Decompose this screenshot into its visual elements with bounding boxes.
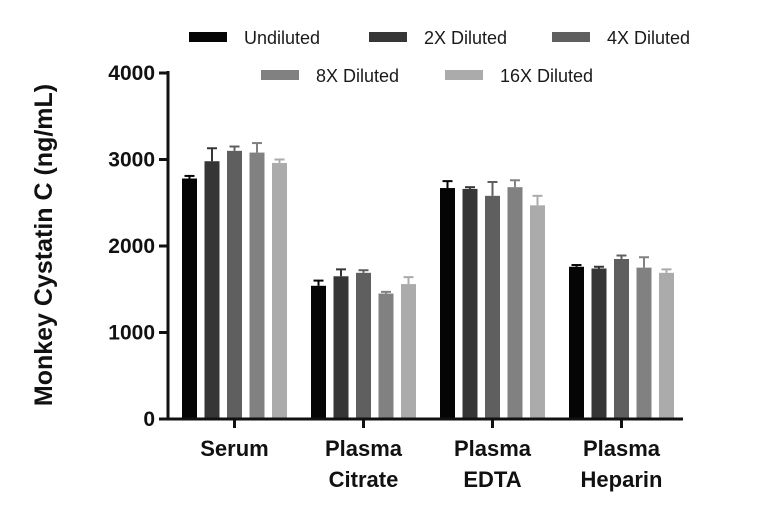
- bar: [636, 267, 652, 419]
- legend-item: 4X Diluted: [552, 28, 690, 48]
- y-tick-label: 0: [143, 408, 155, 431]
- legend-label: 8X Diluted: [316, 66, 399, 86]
- category-label: Citrate: [329, 467, 399, 492]
- y-tick-label: 3000: [108, 149, 155, 172]
- legend-label: Undiluted: [244, 28, 320, 48]
- x-category-labels: Serum Plasma Citrate Plasma EDTA Plasma Hepari…: [200, 419, 662, 492]
- y-tick-label: 2000: [108, 235, 155, 258]
- bar: [249, 152, 265, 419]
- category-label: Plasma: [454, 436, 532, 461]
- bar: [227, 150, 242, 419]
- category-label: Plasma: [325, 436, 403, 461]
- bar: [356, 272, 371, 419]
- bar: [530, 205, 545, 419]
- legend-item: Undiluted: [189, 28, 320, 48]
- legend-item: 2X Diluted: [369, 28, 507, 48]
- legend-swatch: [445, 70, 483, 80]
- legend-label: 16X Diluted: [500, 66, 593, 86]
- bar: [569, 266, 584, 419]
- bar: [333, 276, 349, 419]
- bar: [311, 285, 326, 419]
- bar: [507, 187, 523, 419]
- bar: [272, 162, 287, 419]
- bar: [591, 268, 607, 419]
- category-label: EDTA: [463, 467, 521, 492]
- bar: [485, 195, 500, 419]
- category-label: Plasma: [583, 436, 661, 461]
- bars: [182, 142, 674, 420]
- bar: [204, 161, 220, 420]
- bar: [378, 293, 394, 419]
- y-axis-label: Monkey Cystatin C (ng/mL): [30, 84, 58, 406]
- bar: [614, 258, 629, 419]
- category-label: Heparin: [581, 467, 663, 492]
- bar: [182, 178, 197, 419]
- y-ticks: 0 1000 2000 3000 4000: [108, 62, 168, 431]
- legend-label: 2X Diluted: [424, 28, 507, 48]
- bar: [659, 272, 674, 419]
- category-label: Serum: [200, 436, 268, 461]
- legend-swatch: [261, 70, 299, 80]
- y-tick-label: 4000: [108, 62, 155, 85]
- legend-item: 8X Diluted: [261, 66, 399, 86]
- legend-swatch: [189, 32, 227, 42]
- y-tick-label: 1000: [108, 322, 155, 345]
- legend-swatch: [552, 32, 590, 42]
- legend-label: 4X Diluted: [607, 28, 690, 48]
- legend: Undiluted 2X Diluted 4X Diluted 8X Diluted 1…: [189, 28, 690, 86]
- bar: [462, 188, 478, 419]
- legend-item: 16X Diluted: [445, 66, 593, 86]
- bar: [401, 284, 416, 419]
- legend-swatch: [369, 32, 407, 42]
- bar: [440, 188, 455, 419]
